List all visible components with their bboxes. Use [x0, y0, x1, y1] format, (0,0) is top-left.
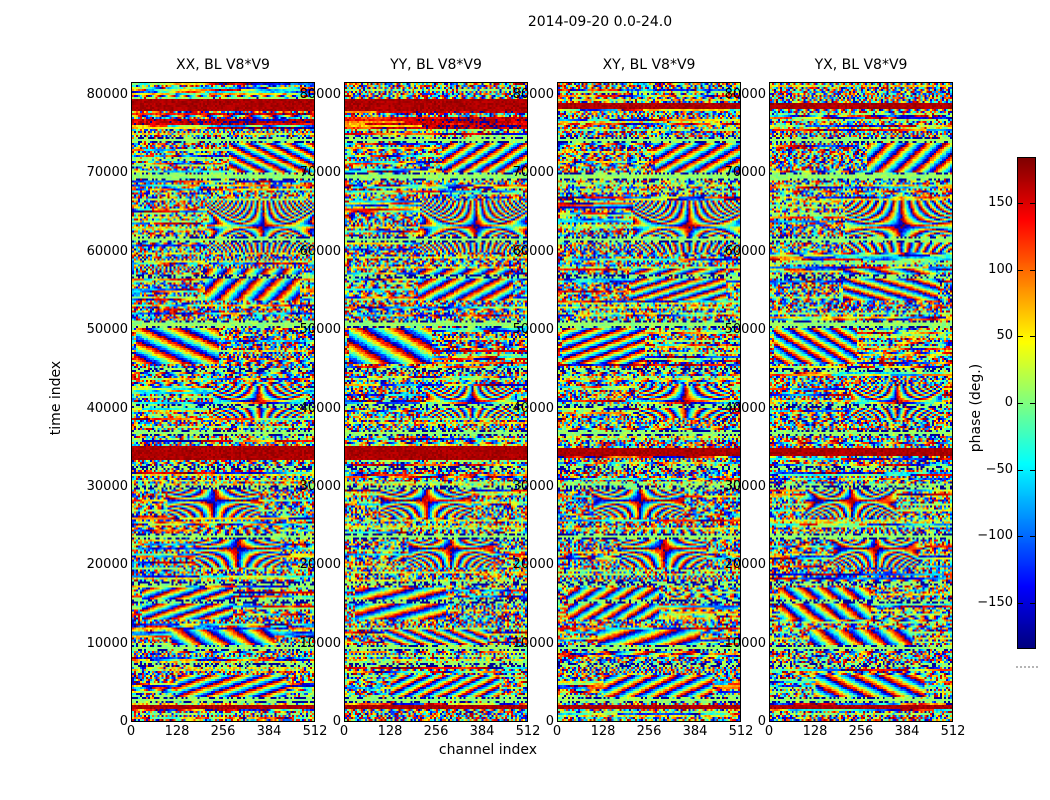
panel-title: YX, BL V8*V9	[814, 57, 908, 73]
y-tick-label: 0	[545, 714, 554, 729]
y-tick-label: 50000	[512, 322, 554, 338]
y-tick-label: 40000	[724, 400, 766, 416]
x-tick-label: 256	[210, 724, 236, 739]
x-tick-label: 384	[894, 724, 920, 739]
colorbar-tick-mark	[1030, 602, 1035, 604]
colorbar-tick-label: 150	[988, 195, 1013, 211]
y-tick-label: 80000	[86, 87, 128, 102]
panel-title: XX, BL V8*V9	[176, 57, 270, 73]
y-tick-label: 0	[757, 714, 766, 729]
y-tick-label: 60000	[86, 243, 128, 259]
y-tick-label: 70000	[512, 165, 554, 181]
y-tick-label: 30000	[724, 478, 766, 494]
colorbar-tick-mark	[1018, 602, 1023, 604]
y-tick-label: 60000	[724, 243, 766, 259]
y-tick-label: 20000	[512, 557, 554, 573]
x-tick-label: 128	[590, 724, 616, 739]
x-axis-label: channel index	[438, 742, 538, 758]
colorbar-label: phase (deg.)	[968, 363, 984, 453]
colorbar-gradient	[1018, 158, 1035, 648]
y-tick-label: 80000	[512, 87, 554, 102]
x-tick-label: 0	[764, 724, 774, 739]
heatmap-panel	[557, 82, 741, 722]
heatmap-panel	[769, 82, 953, 722]
colorbar-tick-label: −150	[977, 594, 1013, 610]
colorbar-tick-mark	[1018, 403, 1023, 404]
colorbar-tick-mark	[1018, 336, 1023, 338]
figure-title: 2014-09-20 0.0-24.0	[527, 14, 673, 30]
y-tick-label: 50000	[86, 322, 128, 338]
x-tick-label: 256	[423, 724, 449, 739]
phase-heatmap	[770, 83, 952, 721]
colorbar-tick-label: 50	[996, 328, 1013, 344]
phase-heatmap	[558, 83, 740, 721]
heatmap-panel	[344, 82, 528, 722]
y-tick-label: 60000	[299, 243, 341, 259]
x-tick-label: 256	[848, 724, 874, 739]
x-tick-label: 0	[552, 724, 562, 739]
y-tick-label: 10000	[299, 635, 341, 651]
y-tick-label: 50000	[299, 322, 341, 338]
colorbar-tick-mark	[1018, 203, 1023, 205]
colorbar-tick-mark	[1030, 336, 1035, 338]
y-tick-label: 0	[119, 714, 128, 729]
x-tick-label: 128	[377, 724, 403, 739]
colorbar-tick-label: 0	[1004, 395, 1013, 410]
x-tick-label: 0	[339, 724, 349, 739]
colorbar-tick-mark	[1030, 469, 1035, 471]
x-tick-label: 128	[802, 724, 828, 739]
x-tick-label: 0	[126, 724, 136, 739]
x-tick-label: 256	[636, 724, 662, 739]
y-tick-label: 30000	[512, 478, 554, 494]
y-tick-label: 0	[332, 714, 341, 729]
y-tick-label: 40000	[299, 400, 341, 416]
colorbar	[1017, 157, 1036, 649]
x-tick-label: 384	[682, 724, 708, 739]
x-tick-label: 512	[515, 724, 541, 739]
y-tick-label: 80000	[299, 87, 341, 102]
y-tick-label: 70000	[86, 165, 128, 181]
y-tick-label: 50000	[724, 322, 766, 338]
colorbar-tick-mark	[1030, 203, 1035, 205]
y-tick-label: 20000	[86, 557, 128, 573]
colorbar-tick-mark	[1018, 269, 1023, 271]
colorbar-tick-mark	[1030, 536, 1035, 538]
y-axis-label: time index	[48, 360, 64, 436]
y-tick-label: 30000	[299, 478, 341, 494]
x-tick-label: 512	[728, 724, 754, 739]
colorbar-tick-label: −100	[977, 528, 1013, 544]
colorbar-underline-dots	[1016, 666, 1038, 668]
colorbar-tick-label: 100	[988, 261, 1013, 277]
y-tick-label: 60000	[512, 243, 554, 259]
x-tick-label: 128	[164, 724, 190, 739]
y-tick-label: 10000	[512, 635, 554, 651]
colorbar-tick-mark	[1030, 269, 1035, 271]
panel-title: YY, BL V8*V9	[390, 57, 482, 73]
colorbar-tick-mark	[1018, 536, 1023, 538]
x-tick-label: 512	[940, 724, 966, 739]
panel-title: XY, BL V8*V9	[602, 57, 696, 73]
y-tick-label: 20000	[724, 557, 766, 573]
x-tick-label: 384	[469, 724, 495, 739]
y-tick-label: 70000	[299, 165, 341, 181]
y-tick-label: 20000	[299, 557, 341, 573]
phase-heatmap	[132, 83, 314, 721]
colorbar-tick-mark	[1018, 469, 1023, 471]
x-tick-label: 512	[302, 724, 328, 739]
y-tick-label: 70000	[724, 165, 766, 181]
y-tick-label: 80000	[724, 87, 766, 102]
y-tick-label: 10000	[724, 635, 766, 651]
phase-heatmap	[345, 83, 527, 721]
y-tick-label: 10000	[86, 635, 128, 651]
y-tick-label: 30000	[86, 478, 128, 494]
y-tick-label: 40000	[86, 400, 128, 416]
colorbar-tick-mark	[1030, 403, 1035, 404]
y-tick-label: 40000	[512, 400, 554, 416]
x-tick-label: 384	[256, 724, 282, 739]
heatmap-panel	[131, 82, 315, 722]
colorbar-tick-label: −50	[985, 461, 1013, 477]
